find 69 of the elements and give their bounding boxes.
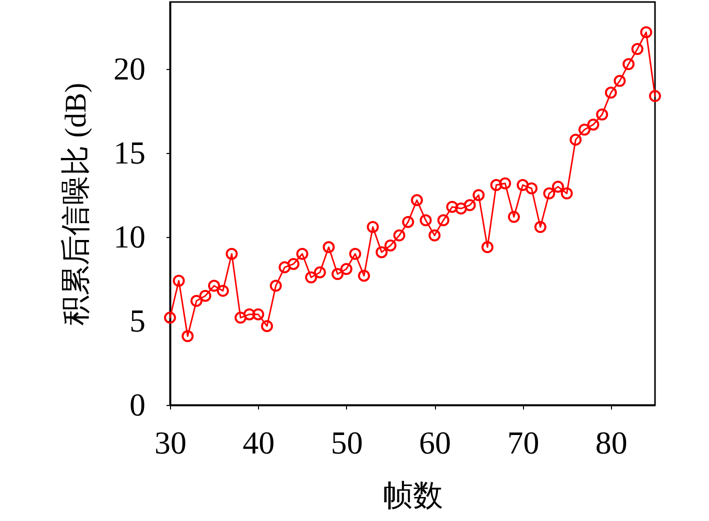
x-tick-label: 50 <box>330 424 363 460</box>
point <box>349 248 362 260</box>
point <box>428 229 441 242</box>
point <box>446 200 458 213</box>
y-tick-label: 0 <box>130 386 146 422</box>
point <box>622 58 635 70</box>
point <box>526 182 538 194</box>
x-tick-label: 70 <box>507 424 540 460</box>
x-axis-title: 帧数 <box>383 480 443 512</box>
point <box>252 308 264 320</box>
point <box>499 177 512 190</box>
point <box>649 90 661 102</box>
point <box>578 124 590 136</box>
point <box>296 248 308 260</box>
x-tick-label: 40 <box>242 424 275 460</box>
y-axis-title: 积累后信噪比 (dB) <box>60 82 92 326</box>
point <box>340 262 352 275</box>
x-tick-label: 30 <box>154 424 186 460</box>
point <box>393 229 406 242</box>
point <box>455 202 467 215</box>
point <box>490 179 502 192</box>
point <box>640 26 652 38</box>
point <box>420 214 432 226</box>
point <box>410 194 423 206</box>
point <box>190 294 202 307</box>
point <box>243 308 256 320</box>
y-tick-label: 15 <box>114 134 146 171</box>
point <box>261 320 273 332</box>
point <box>270 280 282 292</box>
point <box>596 108 608 120</box>
point <box>604 86 617 99</box>
point <box>332 268 344 280</box>
point <box>278 261 291 274</box>
point <box>199 290 212 302</box>
point <box>464 199 476 212</box>
point <box>560 187 573 200</box>
point <box>305 271 318 284</box>
point <box>226 248 238 260</box>
y-tick-label: 10 <box>114 218 146 255</box>
point <box>516 179 529 192</box>
point <box>366 221 379 233</box>
point <box>402 216 414 228</box>
point <box>182 330 194 342</box>
point <box>208 280 220 292</box>
point <box>631 43 644 56</box>
point <box>543 187 556 200</box>
point <box>376 246 388 258</box>
point <box>587 118 600 131</box>
point <box>234 312 247 324</box>
point <box>437 214 450 226</box>
point <box>216 284 229 297</box>
point <box>534 221 546 233</box>
point <box>384 239 396 252</box>
point <box>358 270 370 282</box>
point <box>287 258 300 270</box>
point <box>552 180 564 193</box>
point <box>570 134 582 146</box>
point <box>164 312 176 324</box>
point <box>614 74 626 87</box>
point <box>314 266 326 278</box>
point <box>172 274 185 287</box>
y-tick-label: 5 <box>130 302 146 339</box>
point <box>508 210 520 223</box>
point <box>472 189 485 202</box>
x-tick-label: 80 <box>595 424 628 460</box>
y-tick-label: 20 <box>114 50 146 87</box>
point <box>481 241 494 254</box>
point <box>322 241 335 254</box>
x-tick-label: 60 <box>419 424 452 460</box>
